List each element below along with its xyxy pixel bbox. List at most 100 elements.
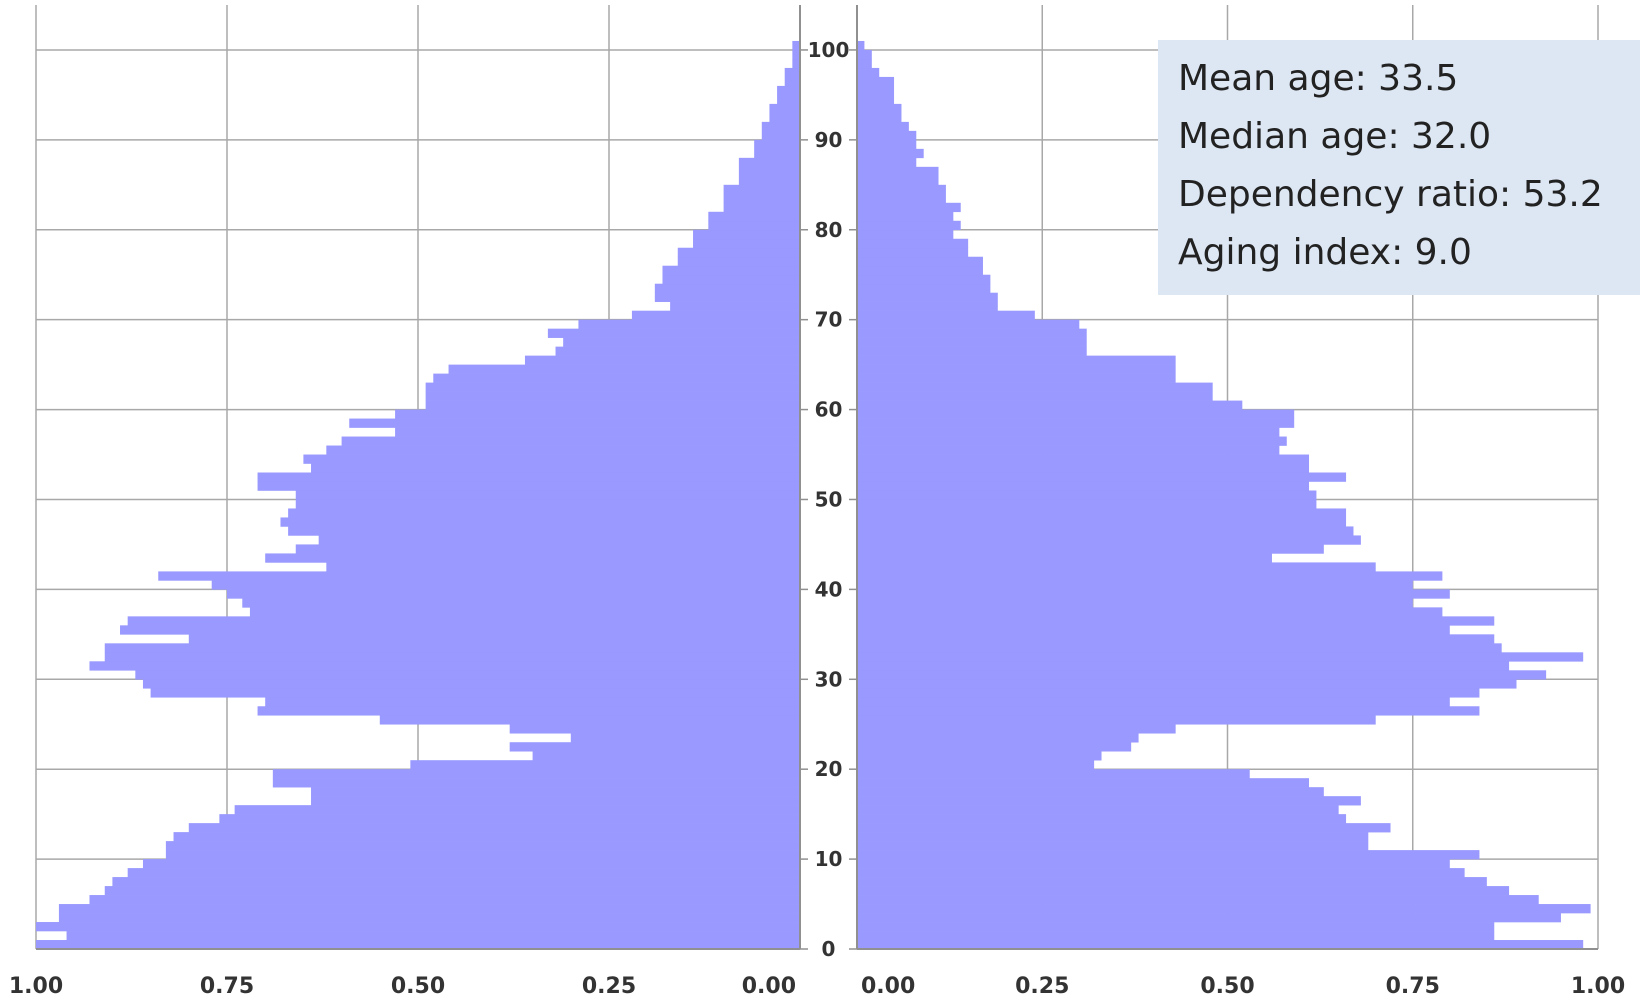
- bar-left: [754, 139, 800, 150]
- bar-right: [857, 715, 1376, 725]
- bar-right: [857, 238, 969, 249]
- bar-left: [288, 508, 800, 518]
- bar-right: [857, 589, 1450, 599]
- bar-left: [188, 634, 801, 644]
- bar-left: [135, 670, 800, 680]
- bar-right: [857, 481, 1310, 491]
- bar-right: [857, 445, 1280, 455]
- bar-right: [857, 319, 1080, 329]
- bar-left: [66, 931, 800, 941]
- bar-left: [303, 454, 800, 464]
- bar-left: [547, 328, 800, 338]
- bar-left: [150, 688, 801, 698]
- age-tick-label: 50: [815, 487, 843, 511]
- bar-right: [857, 751, 1102, 761]
- bar-left: [792, 40, 800, 51]
- bar-right: [857, 922, 1495, 932]
- bar-left: [349, 418, 800, 428]
- bar-left: [792, 58, 800, 69]
- bar-left: [777, 85, 800, 96]
- bar-left: [708, 220, 800, 231]
- bar-left: [227, 589, 800, 599]
- bar-right: [857, 895, 1539, 905]
- mean-age-label: Mean age: 33.5: [1178, 58, 1459, 99]
- bar-right: [857, 850, 1480, 860]
- bar-right: [857, 814, 1347, 824]
- bar-left: [532, 751, 800, 761]
- bar-right: [857, 85, 895, 96]
- bar-right: [857, 661, 1510, 671]
- bar-right: [857, 580, 1413, 590]
- bar-right: [857, 274, 991, 285]
- bar-right: [857, 175, 939, 186]
- bar-right: [857, 805, 1339, 815]
- bar-right: [857, 328, 1087, 338]
- bar-left: [777, 94, 800, 105]
- bar-left: [784, 76, 800, 87]
- bar-left: [165, 850, 800, 860]
- bar-left: [234, 805, 800, 815]
- bar-right: [857, 625, 1450, 635]
- bar-left: [395, 409, 800, 419]
- bar-left: [36, 922, 800, 932]
- bar-right: [857, 130, 917, 141]
- bar-right: [857, 490, 1317, 500]
- bar-left: [769, 103, 800, 114]
- left-bars: [36, 40, 801, 950]
- age-tick-label: 70: [815, 308, 843, 332]
- bar-left: [295, 490, 800, 500]
- bar-right: [857, 859, 1450, 869]
- bar-left: [738, 175, 800, 186]
- bar-left: [524, 355, 800, 365]
- bar-right: [857, 607, 1443, 617]
- bar-left: [677, 247, 800, 258]
- bar-right: [857, 571, 1443, 581]
- bar-right: [857, 346, 1087, 356]
- bar-left: [395, 427, 800, 437]
- bar-right: [857, 427, 1280, 437]
- bar-right: [857, 310, 1035, 320]
- bar-right: [857, 787, 1324, 797]
- bar-right: [857, 67, 880, 78]
- bar-right: [857, 400, 1243, 410]
- bar-left: [120, 625, 801, 635]
- bar-right: [857, 724, 1176, 734]
- age-tick-label: 30: [815, 667, 843, 691]
- bar-left: [127, 868, 801, 878]
- bar-right: [857, 58, 872, 69]
- bar-right: [857, 886, 1510, 896]
- bar-right: [857, 265, 983, 276]
- bar-left: [173, 832, 800, 842]
- bar-left: [723, 184, 800, 195]
- aging-index-label: Aging index: 9.0: [1178, 232, 1472, 273]
- bar-left: [265, 697, 800, 707]
- bar-left: [142, 859, 800, 869]
- bar-right: [857, 733, 1139, 743]
- bar-left: [662, 265, 800, 276]
- bar-right: [857, 157, 917, 168]
- bar-right: [857, 562, 1376, 572]
- bar-right: [857, 904, 1591, 914]
- bar-right: [857, 409, 1295, 419]
- bar-left: [738, 166, 800, 177]
- bar-right: [857, 706, 1480, 716]
- bar-right: [857, 508, 1347, 518]
- bar-left: [165, 841, 800, 851]
- bar-left: [410, 760, 800, 770]
- right-bars: [857, 40, 1591, 950]
- bar-left: [670, 301, 800, 311]
- stats-box: Mean age: 33.5 Median age: 32.0 Dependen…: [1158, 40, 1640, 295]
- bar-left: [555, 346, 800, 356]
- bar-left: [257, 706, 800, 716]
- bar-right: [857, 184, 946, 195]
- bar-left: [272, 769, 801, 779]
- age-tick-label: 90: [815, 128, 843, 152]
- bar-left: [448, 364, 800, 374]
- bar-left: [288, 526, 800, 536]
- bar-right: [857, 760, 1095, 770]
- x-tick-label-right: 1.00: [1571, 974, 1625, 999]
- bar-right: [857, 670, 1547, 680]
- bar-left: [761, 121, 800, 132]
- bar-right: [857, 688, 1480, 698]
- bar-right: [857, 247, 969, 258]
